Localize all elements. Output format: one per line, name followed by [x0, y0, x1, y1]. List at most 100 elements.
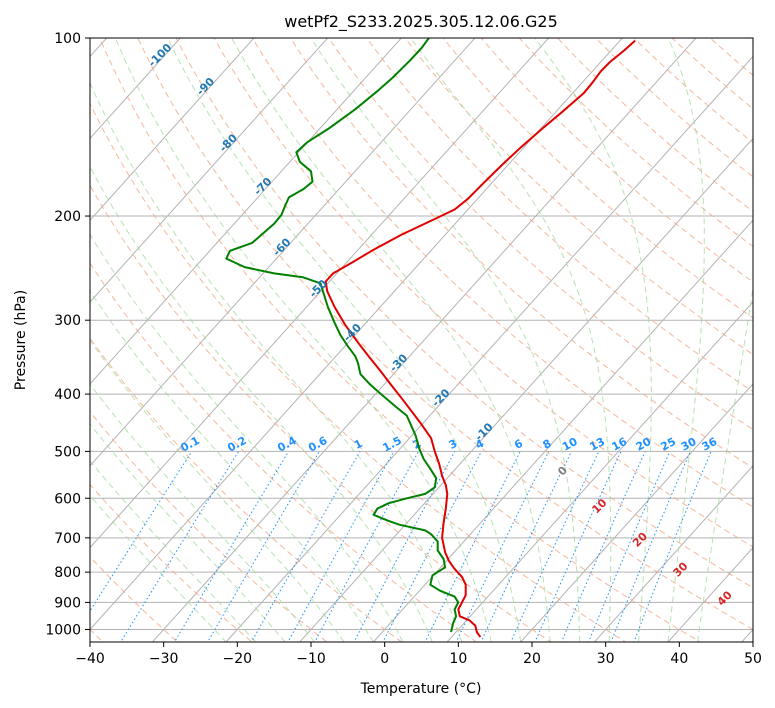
- y-tick-label: 200: [54, 209, 81, 225]
- plot-area: 0.1 0.2 0.4 0.6 1 1.5 2 3 4 6 8 10 13 16 20 25 30 36 -100…: [90, 38, 753, 642]
- dewpoint-series-line: [225, 38, 460, 633]
- dry-adiabat-line: [213, 38, 753, 548]
- moist-adiabat-line: [90, 423, 286, 642]
- moist-adiabats: [90, 38, 753, 642]
- mixing-ratio-line: [534, 451, 622, 642]
- dry-adiabat-line: [137, 38, 753, 631]
- chart-title: wetPf2_S233.2025.305.12.06.G25: [284, 12, 558, 32]
- moist-adiabat-line: [310, 38, 581, 642]
- moist-adiabat-line: [667, 38, 705, 642]
- isotherm--30: [151, 38, 697, 642]
- moist-adiabat-line: [90, 233, 404, 642]
- mixing-ratio-line: [455, 451, 550, 642]
- x-axis-label: Temperature (°C): [360, 681, 482, 697]
- isotherm--70: [90, 38, 402, 385]
- mixing-ratio-label: 36: [700, 435, 720, 454]
- isotherm-40: [667, 546, 753, 642]
- mixing-ratio-label: 25: [658, 435, 678, 454]
- isotherm--50: [90, 38, 550, 549]
- mixing-ratio-line: [633, 451, 712, 642]
- dry-adiabats: [90, 38, 753, 642]
- plot-frame: [89, 37, 754, 643]
- dry-adiabat-line: [328, 38, 753, 431]
- x-tick-label: −20: [223, 651, 253, 667]
- y-tick-label: 600: [54, 491, 81, 507]
- mixing-ratio-label: 10: [560, 435, 580, 454]
- dry-adiabat-line: [90, 262, 478, 642]
- mixing-ratio-label: 30: [679, 435, 699, 454]
- moist-adiabat-line: [90, 339, 345, 642]
- isotherm-0: [372, 219, 753, 642]
- dry-adiabat-line: [556, 38, 753, 213]
- mixing-ratio-label: 20: [634, 435, 654, 454]
- y-tick-label: 800: [54, 565, 81, 581]
- isotherm-grid: [90, 38, 753, 642]
- mixing-ratio-lines: 0.1 0.2 0.4 0.6 1 1.5 2 3 4 6 8 10 13 16 20 25 30 36: [90, 434, 720, 642]
- mixing-ratio-label: 16: [609, 435, 629, 454]
- mixing-ratio-label: 13: [587, 435, 607, 454]
- isotherm--20: [225, 55, 753, 642]
- dry-adiabat-line: [633, 38, 753, 144]
- moist-adiabat-line: [90, 81, 463, 642]
- x-tick-label: 20: [523, 651, 541, 667]
- y-tick-label: 300: [54, 313, 81, 329]
- dry-adiabat-line: [251, 38, 753, 508]
- y-tick-label: 500: [54, 444, 81, 460]
- isotherm-10: [446, 301, 753, 642]
- mixing-ratio-line: [610, 451, 691, 642]
- isotherm-20: [520, 383, 753, 642]
- dry-adiabat-line: [90, 337, 403, 642]
- moist-adiabat-line: [114, 38, 492, 642]
- moist-adiabat-line: [90, 460, 256, 642]
- mixing-ratio-line: [588, 451, 671, 642]
- moist-adiabat-line: [231, 38, 551, 642]
- x-tick-label: −40: [75, 651, 105, 667]
- x-tick-label: 40: [670, 651, 688, 667]
- y-tick-label: 700: [54, 531, 81, 547]
- temperature-series-line: [324, 39, 636, 638]
- mixing-ratio-line: [480, 451, 572, 642]
- moist-adiabat-line: [410, 38, 612, 642]
- isotherm--90: [90, 38, 255, 221]
- moist-adiabat-line: [90, 383, 315, 642]
- mixing-ratio-line: [207, 451, 320, 642]
- mixing-ratio-line: [287, 451, 395, 642]
- moist-adiabat-line: [90, 165, 433, 642]
- dry-adiabat-line: [404, 38, 753, 356]
- x-axis: −40 −30 −20 −10 0 10 20 30 40 50: [75, 642, 762, 667]
- mixing-ratio-line: [173, 451, 290, 642]
- y-tick-label: 900: [54, 595, 81, 611]
- moist-adiabat-line: [697, 284, 753, 642]
- moist-adiabat-line: [90, 290, 374, 642]
- profile-series: [225, 38, 636, 638]
- isotherm--80: [90, 38, 329, 303]
- isotherm--100: [90, 38, 181, 140]
- moist-adiabat-line: [167, 38, 522, 642]
- dry-adiabat-line: [90, 102, 627, 642]
- dry-adiabat-line: [595, 38, 753, 178]
- dry-adiabat-line: [90, 184, 552, 642]
- dry-adiabat-line: [366, 38, 753, 393]
- y-tick-label: 400: [54, 387, 81, 403]
- mixing-ratio-line: [424, 451, 521, 642]
- dry-adiabat-line: [518, 38, 753, 247]
- mixing-ratio-line: [510, 451, 600, 642]
- isotherm--60: [90, 38, 476, 467]
- isotherm--10: [299, 137, 753, 642]
- moist-adiabat-line: [534, 38, 652, 642]
- isotherm-30: [593, 465, 753, 642]
- x-tick-label: 30: [597, 651, 615, 667]
- x-tick-label: 50: [744, 651, 762, 667]
- x-tick-label: −30: [149, 651, 179, 667]
- x-tick-label: 0: [380, 651, 389, 667]
- mixing-ratio-line: [561, 451, 646, 642]
- y-tick-label: 1000: [45, 622, 81, 638]
- dry-adiabat-line: [175, 38, 753, 589]
- mixing-ratio-line: [250, 451, 361, 642]
- y-tick-label: 100: [54, 31, 81, 47]
- y-axis: 1000 900 800 700 600 500 400 300 200 100: [45, 31, 90, 638]
- dry-adiabat-line: [90, 410, 328, 642]
- dry-adiabat-line: [99, 38, 702, 642]
- x-tick-label: 10: [449, 651, 467, 667]
